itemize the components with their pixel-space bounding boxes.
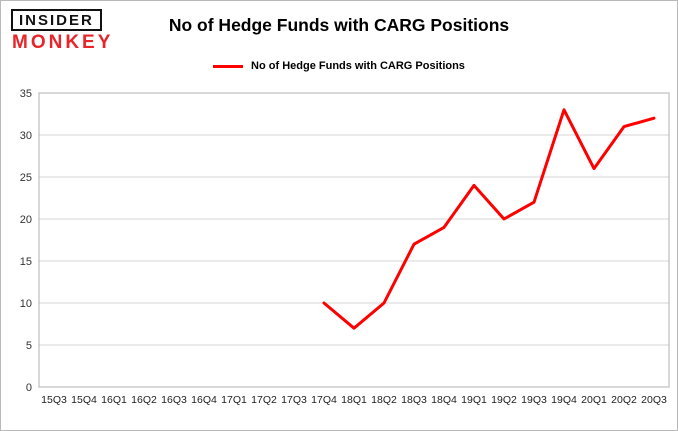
x-tick-label: 20Q1 [581, 394, 607, 406]
x-tick-label: 18Q3 [401, 394, 427, 406]
logo-insider-text: INSIDER [11, 9, 102, 31]
x-tick-label: 18Q4 [431, 394, 457, 406]
y-tick-label: 35 [20, 88, 32, 100]
y-tick-label: 30 [20, 130, 32, 142]
x-tick-label: 16Q4 [191, 394, 217, 406]
x-tick-label: 19Q3 [521, 394, 547, 406]
y-tick-label: 0 [26, 382, 32, 394]
chart-legend: No of Hedge Funds with CARG Positions [1, 60, 677, 72]
x-tick-label: 19Q2 [491, 394, 517, 406]
line-chart-svg: 0 5 10 15 20 25 30 35 15Q3 15Q4 16Q1 16Q2 16Q3 16Q4 17… [20, 88, 670, 406]
x-tick-label: 19Q4 [551, 394, 577, 406]
x-tick-label: 15Q3 [41, 394, 67, 406]
x-tick-label: 16Q3 [161, 394, 187, 406]
y-tick-label: 10 [20, 298, 32, 310]
insider-monkey-logo: INSIDER MONKEY [11, 9, 113, 52]
x-tick-label: 15Q4 [71, 394, 97, 406]
y-tick-label: 20 [20, 214, 32, 226]
chart-area: 0 5 10 15 20 25 30 35 15Q3 15Q4 16Q1 16Q2 16Q3 16Q4 17… [1, 87, 677, 430]
x-tick-label: 20Q2 [611, 394, 637, 406]
x-tick-label: 20Q3 [641, 394, 667, 406]
legend-line-swatch [213, 64, 244, 68]
x-tick-label: 17Q4 [311, 394, 337, 406]
y-tick-label: 5 [26, 340, 32, 352]
legend-label: No of Hedge Funds with CARG Positions [251, 60, 465, 72]
x-tick-label: 16Q1 [101, 394, 127, 406]
plot-border [38, 92, 670, 388]
chart-title: No of Hedge Funds with CARG Positions [168, 15, 510, 35]
series-line [322, 108, 656, 330]
x-tick-label: 17Q3 [281, 394, 307, 406]
x-tick-label: 19Q1 [461, 394, 487, 406]
y-tick-label: 25 [20, 172, 32, 184]
x-tick-label: 16Q2 [131, 394, 157, 406]
x-tick-label: 17Q1 [221, 394, 247, 406]
logo-monkey-text: MONKEY [12, 32, 114, 53]
x-tick-label: 17Q2 [251, 394, 277, 406]
y-tick-label: 15 [20, 256, 32, 268]
x-tick-label: 18Q2 [371, 394, 397, 406]
x-tick-label: 18Q1 [341, 394, 367, 406]
